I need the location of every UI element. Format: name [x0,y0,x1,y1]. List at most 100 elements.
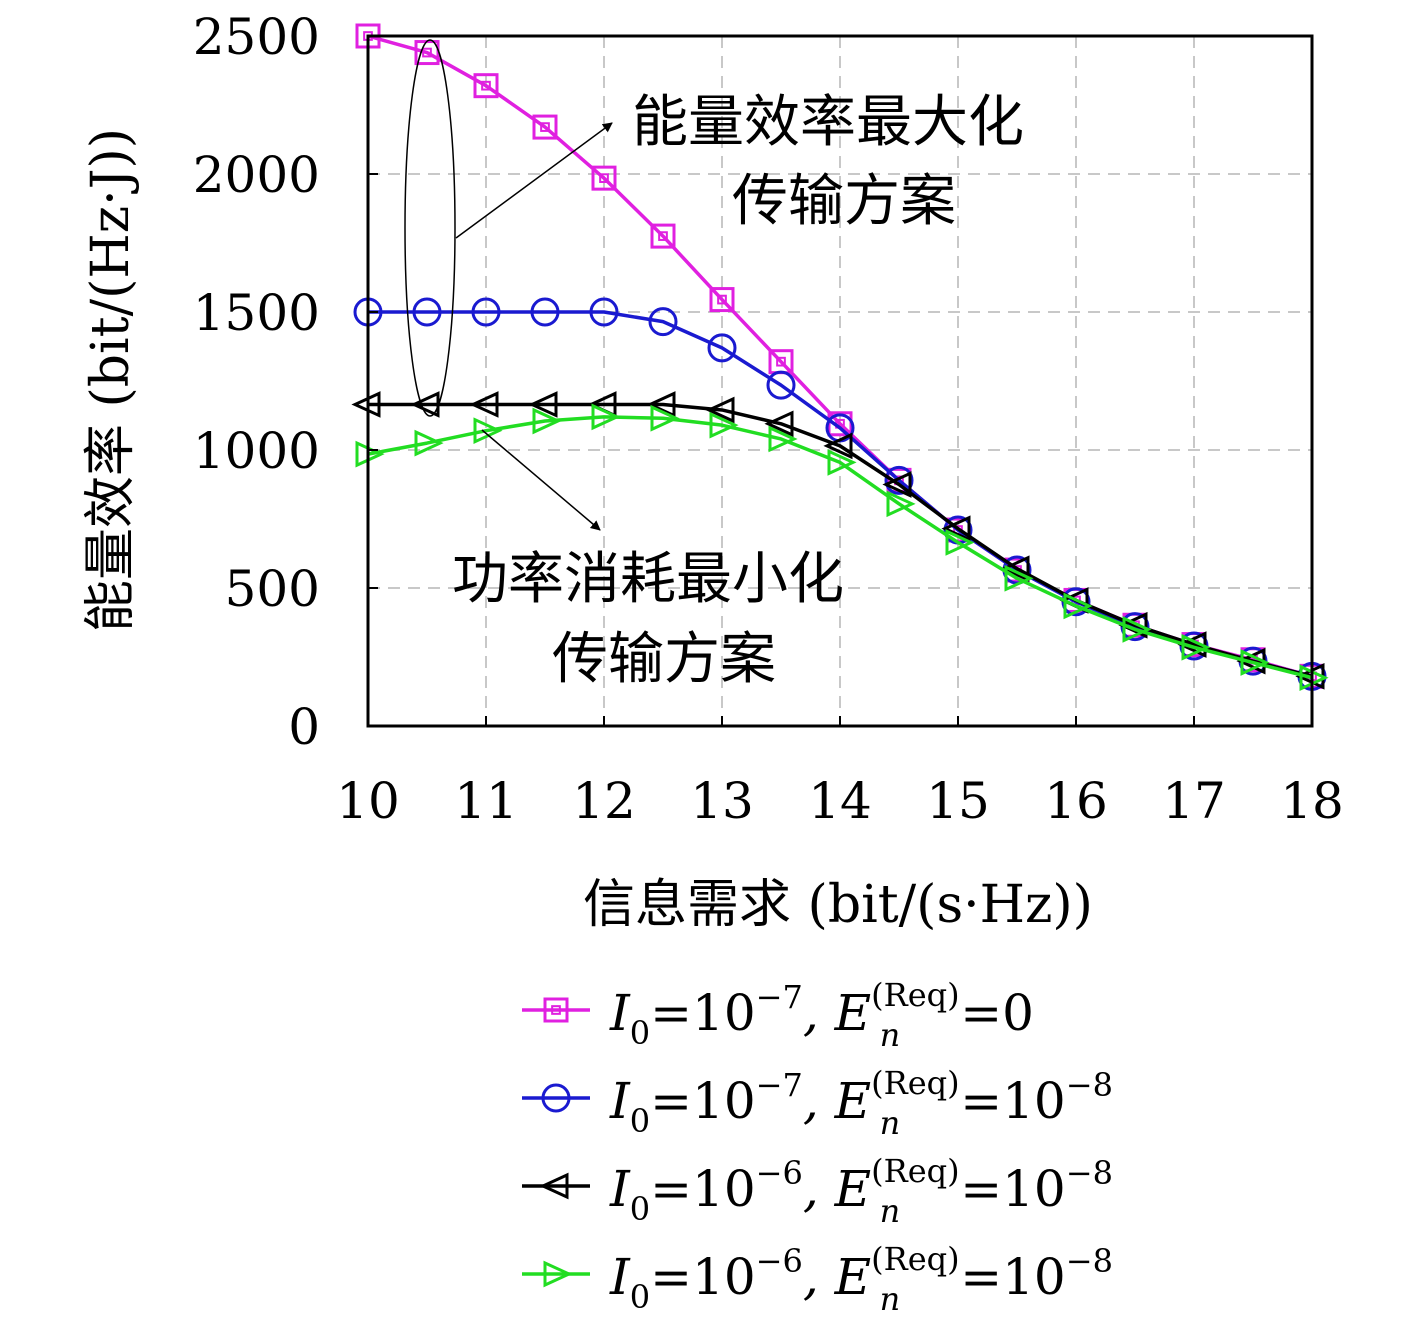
data-point [473,73,499,99]
legend-part-exp1: −6 [756,1154,803,1192]
legend-part-e-sub: n [880,1016,901,1054]
data-point-inner [481,80,491,91]
legend-part-eq2: =10 [960,1160,1066,1218]
legend-swatch-marker [539,1172,569,1200]
data-point [591,165,617,191]
data-point [886,490,916,518]
legend-part-eq1: =10 [650,1160,756,1218]
annotation-text: 传输方案 [552,627,776,692]
legend-part-lhs: I [609,1160,631,1218]
legend-swatch-marker-inner [551,1005,561,1015]
legend-part-e-sub: n [880,1192,901,1230]
data-point [705,396,735,424]
legend-part-lhs-sub: 0 [630,1278,650,1316]
legend-part-exp1: −7 [756,1066,803,1104]
x-tick-label: 14 [808,772,872,830]
legend-part-exp1: −6 [756,1242,803,1280]
annotation-text: 功率消耗最小化 [452,547,844,612]
y-tick-label: 1500 [193,284,320,342]
legend-part-mid: , E [803,1072,871,1130]
legend-label: I0=10−7, E(Req) n =10−8 [609,1064,1113,1142]
series-line [367,415,1313,680]
legend-part-eq2: =10 [960,1072,1066,1130]
data-point [650,223,676,249]
legend-part-eq1: =10 [650,1072,756,1130]
data-point [1177,631,1207,658]
data-point-inner [658,231,668,241]
annotation-text: 能量效率最大化 [632,90,1024,155]
annotation-max-ee: 能量效率最大化 传输方案 [404,39,1024,417]
data-point [528,391,558,418]
legend: I0=10−7, E(Req) n =0I0=10−7, E(Req) n =10−8I… [522,976,1113,1318]
data-point [530,297,560,327]
x-tick-label: 10 [336,772,400,830]
annotation-arrow [455,122,613,239]
data-point [650,404,680,432]
data-point [471,297,501,327]
x-tick-label: 11 [454,772,518,830]
legend-label: I0=10−7, E(Req) n =0 [609,976,1034,1054]
data-point [646,391,676,418]
data-point [882,471,912,498]
legend-part-eq1: =10 [650,1248,756,1306]
legend-swatch-marker [543,1260,573,1288]
x-tick-label: 16 [1044,772,1108,830]
data-point [1181,634,1211,661]
data-point-inner [717,294,727,305]
legend-part-eq2: =0 [960,984,1034,1042]
y-tick-label: 1000 [193,422,320,480]
data-point [764,410,794,438]
data-point [591,403,621,431]
x-tick-label: 17 [1162,772,1226,830]
y-tick-label: 2000 [193,146,320,204]
data-point [1000,555,1030,583]
legend-part-e-sup: (Req) [871,976,959,1014]
legend-part-mid: , E [803,984,871,1042]
annotation-min-power: 功率消耗最小化 传输方案 [452,429,844,692]
data-point [1122,616,1152,643]
legend-part-e-sub: n [880,1104,901,1142]
data-point-inner [540,122,550,132]
data-point [1004,565,1034,592]
data-point [414,429,444,457]
legend-part-lhs-sub: 0 [630,1190,650,1228]
grid [368,36,1312,726]
legend-part-e-sup: (Req) [871,1152,959,1190]
legend-part-e-sup: (Req) [871,1064,959,1102]
legend-part-eq1: =10 [650,984,756,1042]
data-point [766,370,796,400]
data-point [532,407,562,435]
data-point [709,411,739,439]
legend-part-lhs: I [609,984,631,1042]
legend-swatch-marker [543,997,569,1023]
legend-swatch-marker [541,1083,571,1113]
legend-entry: I0=10−6, E(Req) n =10−8 [522,1240,1113,1318]
data-point [648,307,678,337]
x-axis-title: 信息需求 (bit/(s·Hz)) [583,875,1093,935]
data-point [884,465,914,495]
legend-part-e-sup: (Req) [871,1240,959,1278]
legend-part-mid: , E [803,1248,871,1306]
annotation-ellipse [404,39,456,417]
data-point [1063,592,1093,620]
data-point [589,297,619,327]
legend-part-exp2: −8 [1066,1154,1113,1192]
legend-part-exp1: −7 [756,978,803,1016]
data-point [1240,649,1270,676]
data-point [941,515,971,542]
tick-labels: 10 11 12 13 14 15 16 17 18 0 500 1000 1500 2000 2500 [193,8,1344,830]
data-point [945,529,975,556]
y-tick-label: 500 [225,560,320,618]
x-tick-label: 18 [1280,772,1344,830]
x-tick-label: 12 [572,772,636,830]
legend-part-lhs: I [609,1072,631,1130]
legend-entry: I0=10−7, E(Req) n =0 [522,976,1034,1054]
data-point [707,333,737,363]
data-point [469,391,499,418]
legend-part-eq2: =10 [960,1248,1066,1306]
data-point [532,114,558,140]
legend-part-exp2: −8 [1066,1066,1113,1104]
data-point [473,417,503,445]
data-point [823,432,853,460]
legend-label: I0=10−6, E(Req) n =10−8 [609,1152,1113,1230]
